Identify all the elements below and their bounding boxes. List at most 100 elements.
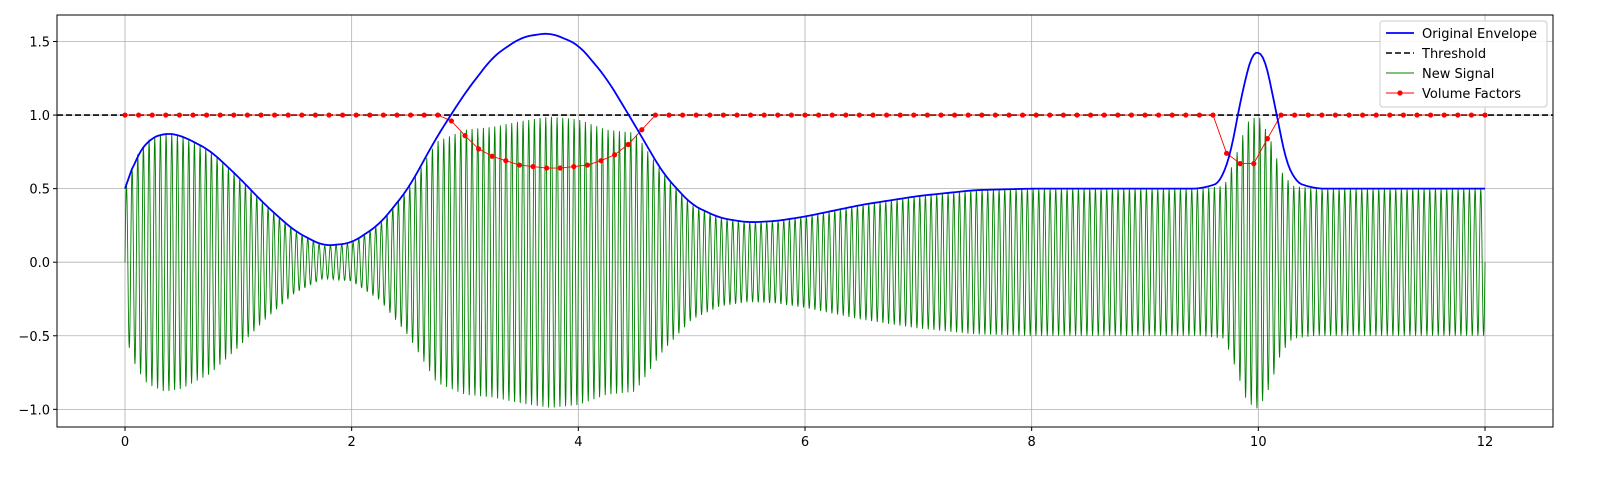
volume-factor-point [1196, 112, 1202, 118]
volume-factor-point [435, 112, 441, 118]
volume-factor-point [272, 112, 278, 118]
volume-factor-point [489, 153, 495, 159]
x-tick-label: 12 [1477, 435, 1494, 450]
volume-factor-point [639, 127, 645, 133]
volume-factor-point [367, 112, 373, 118]
volume-factor-point [911, 112, 917, 118]
volume-factor-point [380, 112, 386, 118]
volume-factor-point [612, 152, 618, 158]
volume-factor-point [1373, 112, 1379, 118]
x-tick-label: 10 [1250, 435, 1267, 450]
volume-factor-point [1074, 112, 1080, 118]
volume-factor-point [1033, 112, 1039, 118]
volume-factor-point [775, 112, 781, 118]
volume-factor-point [1060, 112, 1066, 118]
x-tick-label: 2 [348, 435, 356, 450]
volume-factor-point [421, 112, 427, 118]
volume-factor-point [884, 112, 890, 118]
volume-factor-point [1264, 136, 1270, 142]
volume-factor-point [802, 112, 808, 118]
x-tick-label: 6 [801, 435, 809, 450]
volume-factor-point [149, 112, 155, 118]
series-new-signal-line [124, 116, 1486, 409]
volume-factor-point [720, 112, 727, 118]
volume-factor-point [1088, 112, 1094, 118]
volume-factor-point [408, 112, 414, 118]
volume-factor-point [788, 112, 795, 118]
volume-factor-point [1128, 112, 1134, 118]
volume-factor-point [1468, 112, 1474, 118]
volume-factor-point [312, 112, 318, 118]
volume-factor-point [1115, 112, 1121, 118]
volume-factor-point [1210, 112, 1216, 118]
volume-factor-point [1387, 112, 1393, 118]
axis-ticks: 0 2 4 6 8 10 12 −1.0 −0.5 0.0 0.5 1.0 1.5 [18, 35, 1493, 450]
volume-factor-point [870, 112, 876, 118]
x-tick-label: 0 [121, 435, 129, 450]
volume-factor-point [1224, 150, 1230, 156]
volume-factor-point [1414, 112, 1420, 118]
volume-factor-point [285, 112, 291, 118]
volume-factor-point [1400, 112, 1406, 118]
volume-factor-point [680, 112, 686, 118]
volume-factor-point [897, 112, 903, 118]
volume-factor-point [1428, 112, 1434, 118]
volume-factor-point [258, 112, 264, 118]
volume-factor-point [992, 112, 999, 118]
volume-factor-point [856, 112, 863, 118]
x-tick-label: 4 [574, 435, 582, 450]
y-tick-label: 0.0 [29, 256, 50, 271]
volume-factor-point [503, 158, 509, 164]
volume-factor-point [816, 112, 822, 118]
volume-factor-point [652, 112, 659, 118]
volume-factor-point [843, 112, 849, 118]
volume-factor-point [1455, 112, 1461, 118]
volume-factor-point [516, 162, 523, 168]
volume-factor-point [1346, 112, 1352, 118]
volume-factor-point [1305, 112, 1311, 118]
volume-factor-point [952, 112, 958, 118]
volume-factor-point [1047, 112, 1053, 118]
legend-label: Threshold [1421, 47, 1486, 62]
volume-factor-point [979, 112, 985, 118]
volume-factor-point [734, 112, 740, 118]
volume-factor-point [476, 146, 482, 152]
volume-factor-point [965, 112, 971, 118]
legend-box [1379, 20, 1548, 108]
volume-factor-point [462, 133, 468, 139]
volume-factor-point [217, 112, 223, 118]
volume-factor-point [748, 112, 754, 118]
volume-factor-point [394, 112, 400, 118]
volume-factor-point [1101, 112, 1107, 118]
volume-factor-point [530, 163, 536, 170]
volume-factor-point [1278, 112, 1284, 118]
volume-factor-point [625, 141, 631, 148]
volume-factor-point [598, 158, 604, 164]
volume-factor-point [326, 112, 332, 118]
legend-label: New Signal [1422, 67, 1494, 82]
y-tick-label: 0.5 [29, 183, 50, 198]
volume-factor-point [1020, 112, 1026, 118]
volume-factor-point [122, 112, 128, 118]
legend-marker [1397, 90, 1403, 96]
y-tick-label: 1.0 [29, 109, 50, 124]
volume-factor-point [1183, 112, 1189, 118]
volume-factor-point [707, 112, 713, 118]
volume-factor-point [1360, 112, 1366, 118]
legend-label: Original Envelope [1422, 27, 1537, 42]
volume-factor-point [584, 162, 591, 168]
volume-factor-point [299, 112, 305, 118]
volume-factor-point [557, 165, 563, 171]
volume-factor-point [1319, 112, 1325, 118]
volume-factor-point [693, 112, 699, 118]
volume-factor-point [204, 112, 210, 118]
series-original-envelope-line [124, 32, 1485, 247]
volume-factor-point [938, 112, 944, 118]
volume-factor-point [571, 163, 577, 170]
volume-factor-point [1169, 112, 1175, 118]
plot-area [57, 32, 1553, 409]
volume-factor-point [761, 112, 767, 118]
y-tick-label: −0.5 [18, 330, 50, 345]
volume-factor-point [666, 112, 672, 118]
